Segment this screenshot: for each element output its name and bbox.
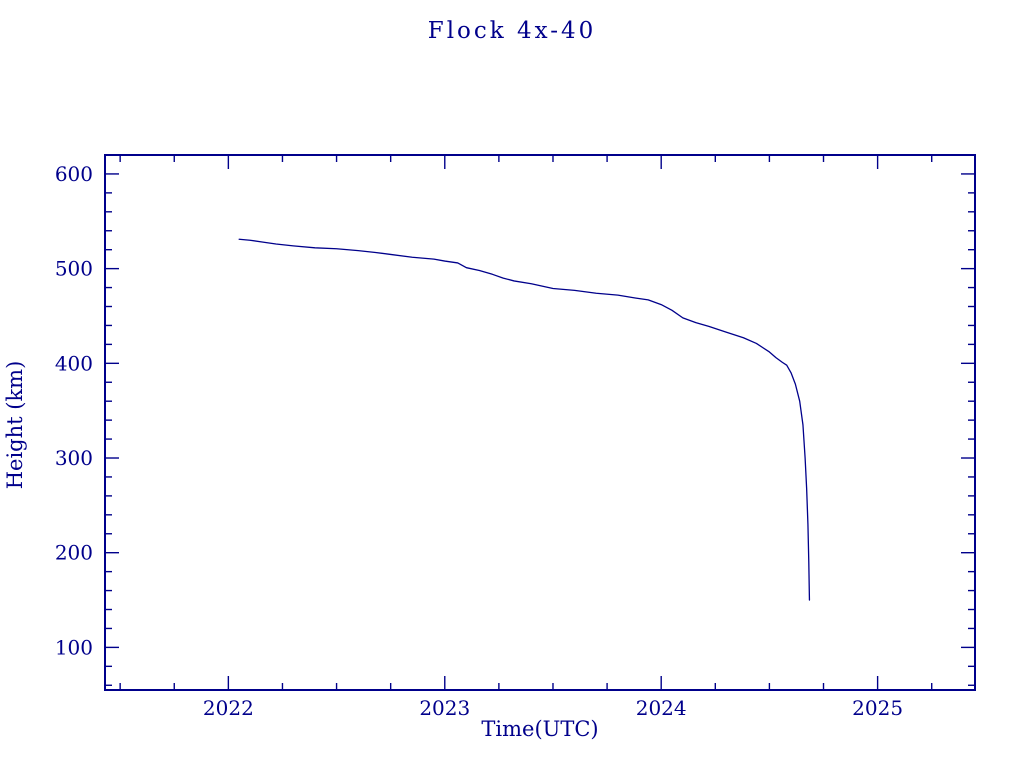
y-tick-label: 200	[55, 541, 93, 565]
y-axis-label: Height (km)	[3, 361, 27, 490]
y-tick-label: 500	[55, 257, 93, 281]
x-tick-label: 2022	[203, 696, 254, 720]
axis-tick-labels: 2022 2023 2024 2025 100 200 300 400 500 600	[55, 162, 903, 720]
x-tick-label: 2024	[636, 696, 687, 720]
chart-title: Flock 4x-40	[428, 18, 597, 44]
y-tick-label: 400	[55, 351, 93, 375]
x-tick-label: 2023	[419, 696, 470, 720]
x-tick-label: 2025	[852, 696, 903, 720]
y-tick-label: 300	[55, 446, 93, 470]
y-tick-label: 100	[55, 635, 93, 659]
x-axis-label: Time(UTC)	[481, 717, 598, 741]
plot-frame	[104, 154, 976, 691]
data-series	[238, 238, 811, 601]
height-decay-line	[238, 238, 811, 601]
y-tick-label: 600	[55, 162, 93, 186]
axis-ticks	[105, 155, 975, 690]
